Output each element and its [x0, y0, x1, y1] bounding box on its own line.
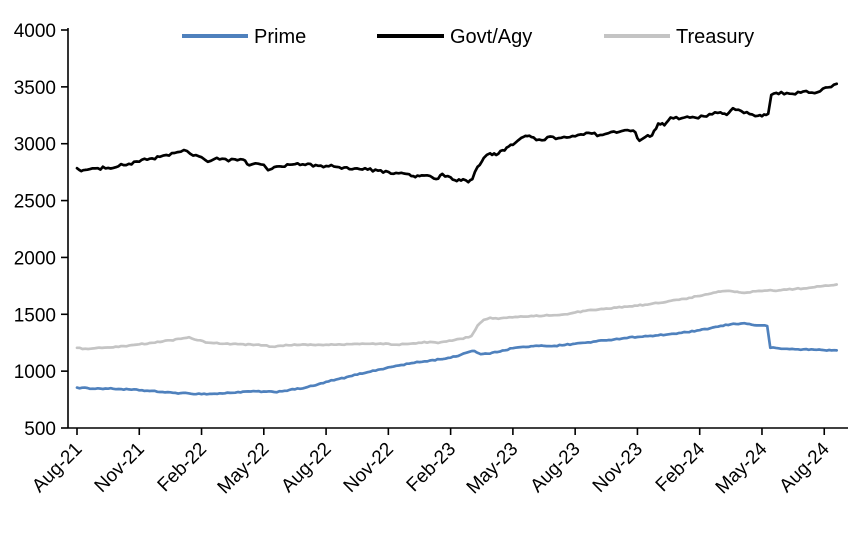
x-tick-label: Feb-22 — [154, 439, 211, 496]
legend-item-prime: Prime — [182, 26, 306, 48]
x-tick-label: May-24 — [712, 438, 772, 498]
y-tick-label: 2000 — [14, 248, 56, 269]
x-tick-label: Nov-22 — [340, 439, 398, 497]
y-tick-label: 4000 — [14, 21, 56, 42]
y-tick-label: 3000 — [14, 135, 56, 156]
x-tick-label: Aug-21 — [28, 439, 86, 497]
y-tick-label: 1000 — [14, 362, 56, 383]
x-tick-label: Aug-22 — [277, 439, 335, 497]
legend-label-treasury: Treasury — [676, 26, 754, 48]
x-tick-label: Feb-24 — [652, 438, 710, 496]
x-tick-label: Nov-23 — [589, 439, 647, 497]
x-tick-label: May-22 — [214, 439, 274, 499]
y-tick-label: 500 — [24, 419, 56, 440]
x-tick-label: Nov-21 — [91, 439, 149, 497]
legend-label-govt-agy: Govt/Agy — [450, 26, 532, 48]
x-tick-label: Aug-24 — [776, 438, 834, 496]
y-tick-label: 1500 — [14, 305, 56, 326]
legend-label-prime: Prime — [254, 26, 306, 48]
legend-item-treasury: Treasury — [604, 26, 754, 48]
chart-legend: Prime Govt/Agy Treasury — [182, 26, 754, 48]
series-line-govt-agy — [75, 82, 839, 184]
legend-item-govt-agy: Govt/Agy — [377, 26, 532, 48]
y-tick-label: 3500 — [14, 78, 56, 99]
y-tick-label: 2500 — [14, 192, 56, 213]
series-line-prime — [75, 321, 839, 396]
x-tick-label: Feb-23 — [403, 439, 460, 496]
series-line-treasury — [75, 283, 839, 351]
chart-plot-area — [75, 82, 839, 396]
x-tick-label: Aug-23 — [527, 439, 585, 497]
x-tick-label: May-23 — [463, 439, 523, 499]
